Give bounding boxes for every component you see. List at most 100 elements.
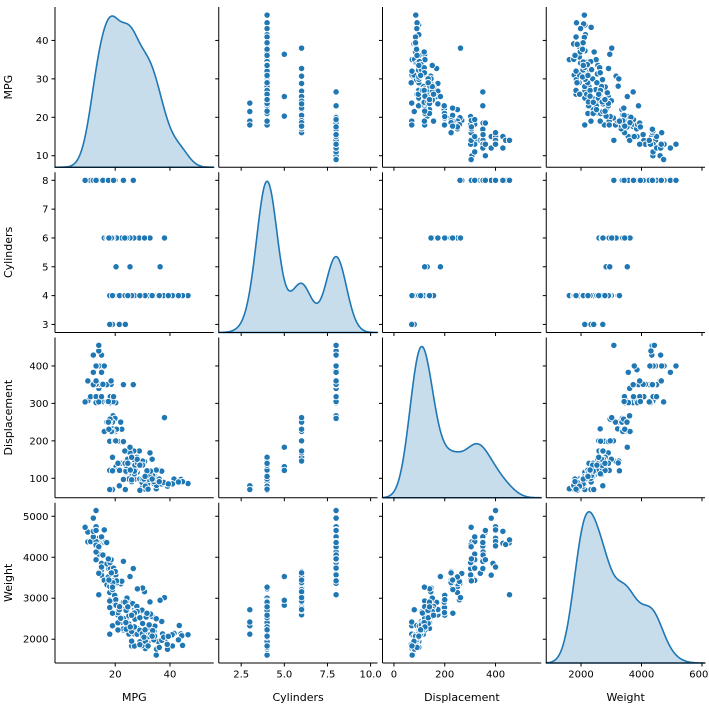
data-point: [263, 453, 271, 461]
data-point: [578, 45, 587, 53]
data-point: [601, 107, 609, 115]
kde-curve: [217, 180, 379, 334]
data-point: [634, 102, 643, 110]
data-point: [332, 115, 340, 124]
tick-label: 4000: [629, 670, 654, 681]
data-point: [608, 413, 616, 422]
data-point: [596, 437, 605, 445]
data-point: [429, 117, 438, 125]
data-point: [99, 380, 107, 388]
data-point: [491, 129, 500, 137]
data-point: [487, 571, 495, 579]
scatter-points: [81, 341, 192, 494]
data-point: [106, 597, 114, 605]
data-point: [623, 92, 631, 101]
data-point: [572, 67, 580, 75]
data-point: [412, 45, 421, 53]
tick-label: 200: [435, 670, 454, 681]
tick-label: 400: [486, 670, 505, 681]
data-point: [95, 543, 103, 551]
data-point: [121, 485, 129, 494]
data-point: [425, 603, 434, 611]
data-point: [108, 453, 117, 461]
panel-weight-vs-weight: 2000 4000 6000 Weight: [542, 502, 709, 704]
data-point: [589, 98, 597, 106]
panel-displacement-vs-mpg: 100 200 300 400 Displacement: [2, 337, 214, 502]
data-point: [332, 514, 340, 522]
data-point: [598, 75, 607, 84]
data-point: [429, 611, 438, 619]
data-point: [297, 447, 306, 455]
data-point: [263, 107, 271, 115]
data-point: [425, 95, 434, 104]
data-point: [593, 461, 601, 469]
data-point: [332, 577, 340, 585]
scatter-points: [407, 176, 514, 329]
data-point: [92, 176, 100, 184]
data-point: [448, 104, 457, 112]
data-point: [416, 71, 425, 80]
data-point: [491, 526, 500, 534]
data-point: [587, 23, 595, 32]
data-point: [621, 425, 629, 433]
data-point: [471, 564, 479, 572]
tick-label: 6: [42, 233, 48, 244]
data-point: [412, 11, 420, 19]
data-point: [636, 377, 644, 385]
data-point: [126, 263, 134, 271]
data-point: [491, 506, 500, 515]
data-point: [571, 477, 579, 486]
data-point: [160, 234, 169, 242]
data-point: [408, 121, 416, 129]
data-point: [263, 472, 271, 481]
data-point: [599, 320, 607, 329]
data-point: [610, 176, 618, 184]
data-point: [263, 642, 271, 650]
data-point: [413, 51, 421, 60]
data-point: [108, 467, 117, 475]
data-point: [626, 119, 634, 127]
data-point: [666, 144, 675, 152]
data-point: [263, 485, 271, 493]
data-point: [136, 291, 144, 300]
data-point: [280, 112, 288, 120]
data-point: [108, 583, 117, 591]
data-point: [579, 61, 587, 70]
data-point: [297, 72, 306, 80]
scatter-points: [246, 506, 340, 659]
data-point: [280, 572, 288, 581]
data-point: [89, 514, 97, 522]
data-point: [606, 50, 614, 58]
data-point: [332, 591, 340, 599]
data-point: [263, 632, 271, 640]
data-point: [440, 102, 448, 110]
panel-weight-vs-mpg: 20 40 2000 3000 4000 5000 MPG Weight: [2, 502, 214, 704]
data-point: [160, 413, 169, 422]
data-point: [115, 320, 123, 329]
scatter-points: [246, 11, 340, 164]
data-point: [263, 79, 271, 87]
data-point: [491, 176, 500, 184]
data-point: [133, 585, 142, 593]
data-point: [410, 107, 418, 116]
data-point: [117, 614, 125, 622]
data-point: [280, 596, 288, 604]
data-point: [620, 176, 628, 184]
data-point: [164, 291, 172, 300]
data-point: [479, 102, 487, 110]
data-point: [629, 176, 638, 184]
data-point: [593, 79, 601, 87]
data-point: [428, 61, 436, 70]
data-point: [143, 609, 151, 617]
data-point: [97, 563, 106, 571]
data-point: [471, 115, 479, 124]
data-point: [332, 341, 340, 350]
data-point: [144, 485, 152, 493]
data-point: [263, 611, 271, 619]
data-point: [615, 291, 624, 300]
data-point: [424, 79, 432, 87]
data-point: [572, 33, 580, 41]
data-point: [491, 542, 500, 550]
data-point: [596, 69, 604, 77]
